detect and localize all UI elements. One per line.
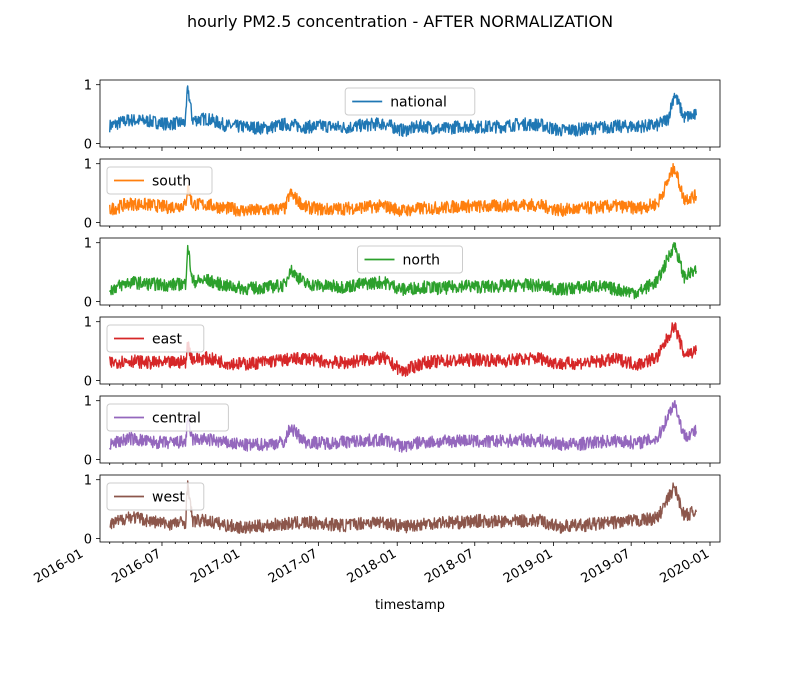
panel-north: 0 1 north [84, 237, 721, 310]
x-tick-label: 2019-01 [501, 546, 556, 586]
legend-label: central [152, 411, 201, 427]
legend-box [344, 87, 476, 116]
series-line-west [109, 480, 697, 534]
y-tick-label: 0 [84, 216, 92, 231]
x-axis-label: timestamp [375, 598, 445, 613]
y-tick-label: 1 [84, 395, 92, 410]
y-tick-label: 1 [84, 158, 92, 173]
legend-box [106, 482, 205, 511]
legend-box [106, 403, 229, 432]
legend-west: west [106, 482, 205, 511]
axes-frame [99, 474, 721, 543]
y-tick-label: 1 [84, 79, 92, 94]
panel-central: 0 1 central [84, 395, 721, 468]
legend-label: south [152, 174, 191, 190]
axes-frame [99, 158, 721, 227]
x-tick-label: 2019-07 [579, 546, 634, 586]
axes-frame [99, 79, 721, 148]
series-line-north [109, 242, 697, 300]
y-tick-label: 1 [84, 237, 92, 252]
panel-south: 0 1 south [84, 158, 721, 231]
legend-national: national [344, 87, 476, 116]
series-line-south [109, 163, 697, 217]
legend-label: east [152, 332, 182, 348]
panel-west: 0 1 west [84, 474, 721, 547]
series-line-central [109, 400, 697, 453]
legend-label: west [152, 490, 185, 506]
legend-north: north [357, 245, 463, 274]
series-line-national [109, 85, 697, 137]
legend-label: north [403, 253, 441, 269]
y-tick-label: 0 [84, 453, 92, 468]
panels-group: 01national01south01north01east01central0… [84, 79, 721, 547]
x-tick-label: 2018-07 [422, 546, 477, 586]
y-tick-label: 0 [84, 374, 92, 389]
legend-label: national [390, 95, 447, 111]
y-tick-label: 0 [84, 295, 92, 310]
legend-east: east [106, 324, 205, 353]
x-tick-label: 2018-01 [345, 546, 400, 586]
axes-frame [99, 395, 721, 464]
y-tick-label: 1 [84, 316, 92, 331]
legend-south: south [106, 166, 213, 195]
panel-national: 0 1 national [84, 79, 721, 152]
axes-frame [99, 316, 721, 385]
x-tick-label: 2016-01 [31, 546, 86, 586]
legend-central: central [106, 403, 229, 432]
chart-title: hourly PM2.5 concentration - AFTER NORMA… [187, 12, 613, 31]
x-tick-label: 2017-07 [266, 546, 321, 586]
x-axis-ticks: 2016-01 2016-07 2017-01 2017-07 2018-01 2018-… [31, 546, 712, 586]
legend-box [106, 324, 205, 353]
legend-box [357, 245, 463, 274]
y-tick-label: 0 [84, 137, 92, 152]
axes-frame [99, 237, 721, 306]
x-tick-label: 2016-07 [109, 546, 164, 586]
series-line-east [109, 322, 697, 377]
y-tick-label: 1 [84, 474, 92, 489]
y-tick-label: 0 [84, 532, 92, 547]
legend-box [106, 166, 213, 195]
panel-east: 0 1 east [84, 316, 721, 389]
x-tick-label: 2020-01 [657, 546, 712, 586]
x-tick-label: 2017-01 [188, 546, 243, 586]
